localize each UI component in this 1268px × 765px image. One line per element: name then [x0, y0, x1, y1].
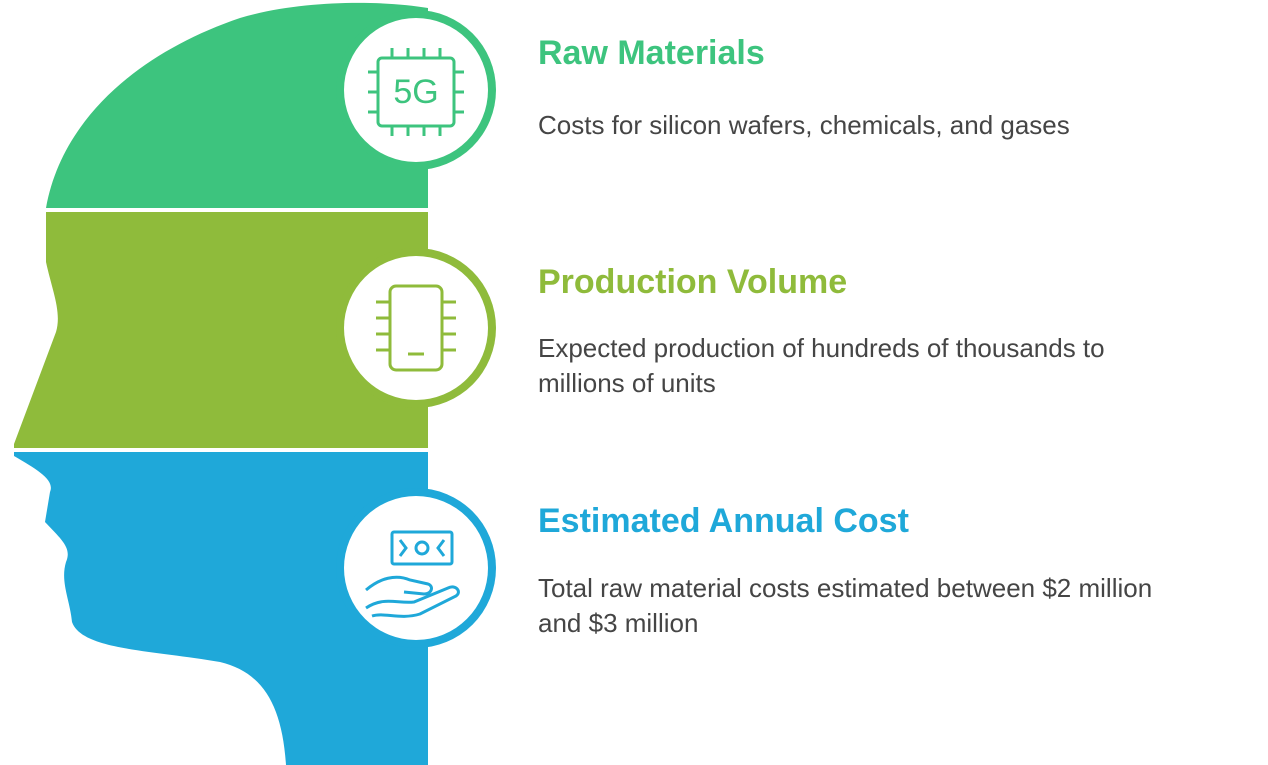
page: 5G Raw Materials Costs for silicon wafers… — [0, 0, 1268, 765]
item-title: Raw Materials — [538, 34, 765, 72]
item-title: Estimated Annual Cost — [538, 502, 909, 540]
item-description: Costs for silicon wafers, chemicals, and… — [538, 110, 1070, 140]
item-description: Expected production of hundreds of thous… — [538, 333, 1105, 363]
item-title: Production Volume — [538, 263, 847, 301]
item-description: millions of units — [538, 368, 716, 398]
icon-bg — [344, 496, 488, 640]
item-description: and $3 million — [538, 608, 698, 638]
icon-bg — [344, 256, 488, 400]
item-description: Total raw material costs estimated betwe… — [538, 573, 1152, 603]
icon-text: 5G — [393, 73, 438, 111]
infographic: 5G Raw Materials Costs for silicon wafers… — [0, 0, 1268, 765]
